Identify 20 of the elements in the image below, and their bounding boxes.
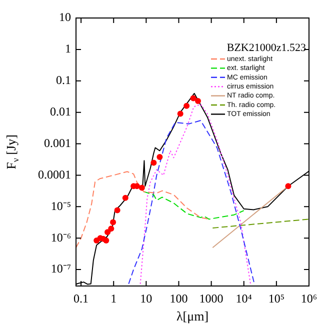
y-tick-label: 1 — [65, 42, 71, 56]
x-tick-label: 10 — [140, 291, 152, 306]
x-tick-label: 10⁶ — [300, 291, 318, 306]
y-axis-title: Fν [Jy] — [3, 134, 20, 170]
x-tick-label: 1000 — [199, 291, 224, 306]
x-tick-label: 10⁴ — [236, 291, 252, 306]
y-tick-label: 10⁻⁶ — [50, 230, 71, 244]
y-tick-label: 0.0001 — [38, 167, 71, 182]
x-tick-label: 0.1 — [74, 291, 89, 306]
x-tick-label: 100 — [170, 291, 188, 306]
x-tick-label: 1 — [110, 291, 117, 306]
y-tick-label: 10⁻⁵ — [50, 198, 71, 213]
x-tick-label: 10⁵ — [268, 291, 285, 306]
x-axis-title: λ[μm] — [176, 308, 209, 324]
y-tick-label: 0.01 — [50, 104, 71, 118]
y-tick-label: 0.1 — [56, 73, 71, 88]
text: BZK21000z1.523 — [226, 42, 306, 54]
y-tick-label: 10⁻⁷ — [50, 262, 71, 276]
y-tick-label: 10 — [59, 10, 71, 24]
y-tick-label: 0.001 — [44, 136, 71, 150]
